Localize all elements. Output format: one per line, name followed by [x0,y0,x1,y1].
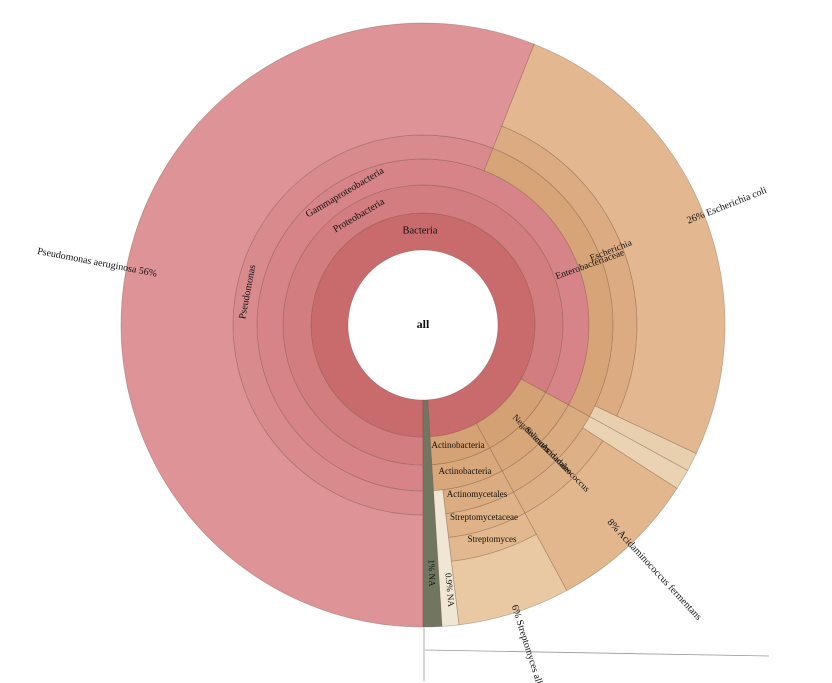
wedge-escherichia-coli[interactable] [501,43,726,455]
label-actinobacteria-class: Actinobacteria [439,466,492,476]
wedge-streptomyces[interactable] [448,512,537,562]
label-actinomycetales: Actinomycetales [447,489,508,499]
label-streptomycetaceae: Streptomycetaceae [450,512,518,522]
label-streptomyces: Streptomyces [468,534,517,544]
label-acidaminococcus-fermentans-pct: 8% Acidaminococcus fermentans [605,517,704,623]
leader-line-1 [424,649,770,657]
label-na-09-pct: 0.9% NA [443,573,456,608]
label-actinobacteria-phylum: Actinobacteria [432,440,485,450]
wedge-streptomycetaceae[interactable] [445,491,526,538]
wedge-actinomycetales[interactable] [442,470,514,515]
label-na-1-pct: 1% NA [427,559,438,587]
wedge-selenomonadales[interactable] [501,404,590,493]
label-streptomyces-albus-pct: 6% Streptomyces albus [509,604,548,683]
label-bacteria: Bacteria [403,225,438,236]
label-center: all [417,317,430,331]
wedge-root-na[interactable] [422,399,443,628]
wedge-pseudomonas-aeruginosa[interactable] [120,22,535,628]
wedge-streptomyces-albus[interactable] [450,533,568,626]
